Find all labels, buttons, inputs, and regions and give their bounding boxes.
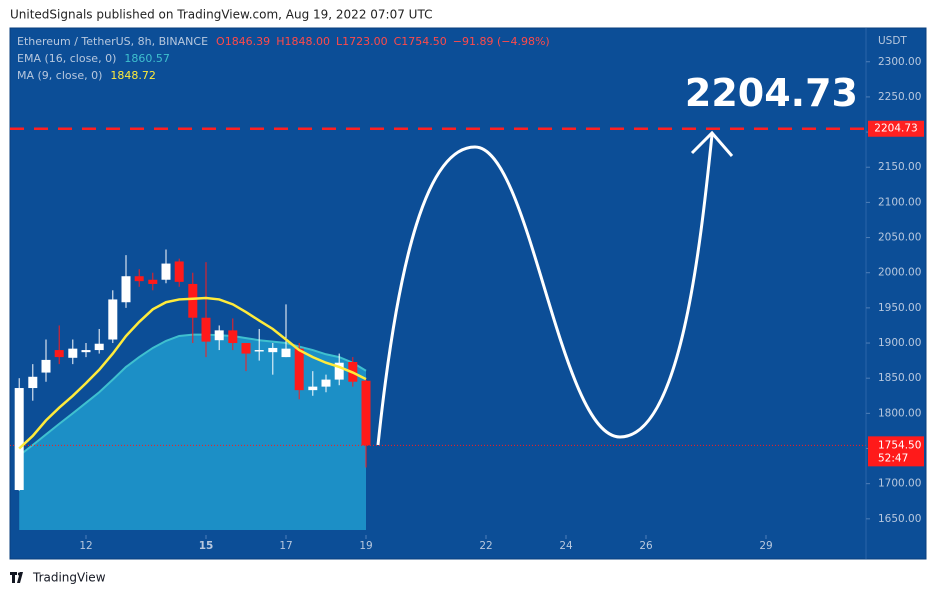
indicator-line: MA (9, close, 0) 1848.72 <box>17 69 156 82</box>
indicator-value: 1848.72 <box>110 69 156 82</box>
candle-body <box>254 350 264 352</box>
footer-logo <box>10 572 23 583</box>
candle-body <box>241 343 251 354</box>
x-tick-label: 15 <box>199 540 214 552</box>
indicator-name: EMA (16, close, 0) <box>17 52 116 65</box>
projection-arrowhead <box>690 130 734 157</box>
x-tick-label: 17 <box>279 540 292 552</box>
candle-body <box>281 348 291 358</box>
y-tick-label: 1650.00 <box>878 513 921 525</box>
candle-body <box>321 379 331 387</box>
y-tick-label: 2300.00 <box>878 56 921 68</box>
candle-body <box>68 348 78 358</box>
candle-body <box>94 343 104 351</box>
candle-body <box>108 299 118 340</box>
ma-line <box>18 296 367 450</box>
target-annotation: 2204.73 <box>685 71 858 115</box>
symbol-line: Ethereum / TetherUS, 8h, BINANCE O1846.39… <box>17 35 550 48</box>
projection-curve <box>376 134 714 446</box>
candle-body <box>121 276 131 303</box>
ohlc-value: L1723.00 <box>336 35 388 48</box>
footer-brand: TradingView <box>32 571 106 585</box>
candle-body <box>294 348 304 391</box>
x-tick-label: 29 <box>759 540 772 552</box>
ohlc-value: H1848.00 <box>276 35 330 48</box>
y-tick-label: 1800.00 <box>878 407 921 419</box>
ema-area <box>19 334 366 530</box>
symbol: Ethereum / TetherUS, 8h, BINANCE <box>17 35 208 48</box>
candle-body <box>161 263 171 280</box>
x-tick-label: 22 <box>479 540 492 552</box>
ohlc-value: C1754.50 <box>394 35 447 48</box>
countdown-label: 52:47 <box>878 452 908 464</box>
ohlc-value: O1846.39 <box>216 35 270 48</box>
indicator-value: 1860.57 <box>124 52 170 65</box>
plot <box>10 249 866 530</box>
candle-body <box>228 330 238 344</box>
candle-body <box>14 388 24 490</box>
candle-body <box>268 347 278 353</box>
y-tick-label: 1700.00 <box>878 478 921 490</box>
candle-body <box>201 317 211 342</box>
candle-body <box>41 359 51 373</box>
x-tick-label: 24 <box>559 540 573 552</box>
target-price-label: 2204.73 <box>874 123 917 135</box>
y-tick-label: 1950.00 <box>878 302 921 314</box>
candle-body <box>81 350 91 353</box>
candle-body <box>28 376 38 389</box>
x-tick-label: 26 <box>639 540 653 552</box>
candle-body <box>361 380 371 446</box>
candle-body <box>308 386 318 391</box>
last-price-label: 1754.50 <box>878 439 921 451</box>
currency-label: USDT <box>878 35 907 47</box>
candle-body <box>134 276 144 282</box>
chart-legend: Ethereum / TetherUS, 8h, BINANCE O1846.39… <box>17 35 550 82</box>
indicator-name: MA (9, close, 0) <box>17 69 102 82</box>
last-price-box <box>868 436 924 467</box>
page-header: UnitedSignals published on TradingView.c… <box>10 8 432 22</box>
change-value: −91.89 (−4.98%) <box>453 35 550 48</box>
candle-body <box>174 261 184 282</box>
target-price-box <box>868 120 924 137</box>
candle-body <box>54 350 64 358</box>
candle-body <box>188 283 198 318</box>
x-tick-label: 19 <box>359 540 372 552</box>
y-tick-label: 2100.00 <box>878 196 921 208</box>
y-tick-label: 2150.00 <box>878 161 921 173</box>
y-tick-label: 2250.00 <box>878 91 921 103</box>
candle-body <box>334 362 344 380</box>
y-tick-label: 1850.00 <box>878 372 921 384</box>
x-tick-label: 12 <box>79 540 92 552</box>
indicator-line: EMA (16, close, 0) 1860.57 <box>17 52 170 65</box>
y-tick-label: 2050.00 <box>878 232 921 244</box>
y-tick-label: 2000.00 <box>878 267 921 279</box>
candle-body <box>148 279 158 284</box>
y-tick-label: 1900.00 <box>878 337 921 349</box>
candle-body <box>214 330 224 341</box>
